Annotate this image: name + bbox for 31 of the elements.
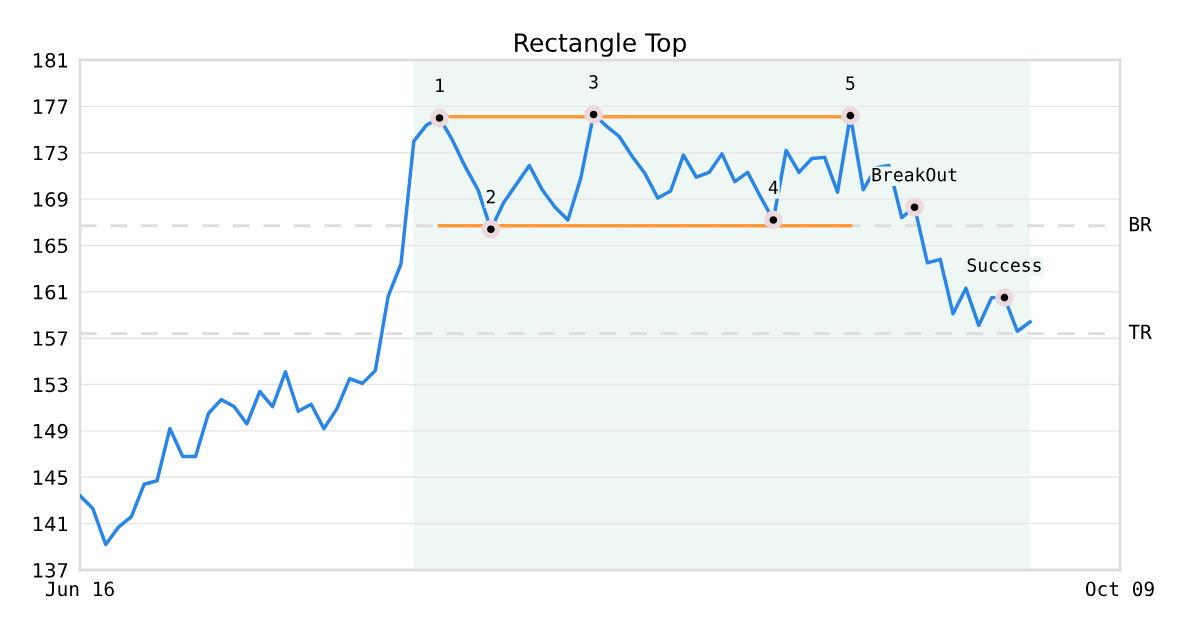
y-tick-label: 153	[33, 377, 68, 393]
annotation: 2	[486, 189, 495, 204]
point	[481, 219, 501, 239]
y-tick-label: 169	[33, 192, 68, 207]
annotation: 4	[768, 180, 778, 194]
annotation: Success	[967, 258, 1041, 272]
chart-title: Rectangle Top	[515, 32, 686, 57]
y-tick-label: 137	[33, 562, 68, 578]
point	[905, 197, 924, 217]
annotation: 3	[589, 75, 598, 89]
y-tick-label: 145	[33, 470, 68, 485]
point	[430, 108, 449, 128]
point	[995, 288, 1014, 307]
y-tick-label: 173	[33, 145, 68, 161]
y-tick-label: 141	[33, 516, 68, 532]
annotation: BreakOut	[872, 167, 957, 182]
x-tick-label: Oct 09	[1085, 581, 1154, 597]
y-tick-label: 177	[33, 99, 68, 114]
annotation: 1	[436, 78, 444, 92]
y-tick-label: 181	[33, 52, 68, 68]
annotation: 5	[846, 76, 855, 90]
ref-line-label: BR	[1129, 216, 1152, 232]
y-tick-label: 149	[33, 423, 68, 439]
y-tick-label: 157	[33, 331, 68, 346]
y-tick-label: 161	[33, 284, 68, 300]
point	[763, 210, 783, 230]
x-tick-label: Jun 16	[45, 581, 114, 597]
y-tick-label: 165	[33, 238, 68, 254]
ref-line-label: TR	[1128, 324, 1152, 339]
point	[841, 106, 860, 125]
point	[584, 105, 603, 124]
